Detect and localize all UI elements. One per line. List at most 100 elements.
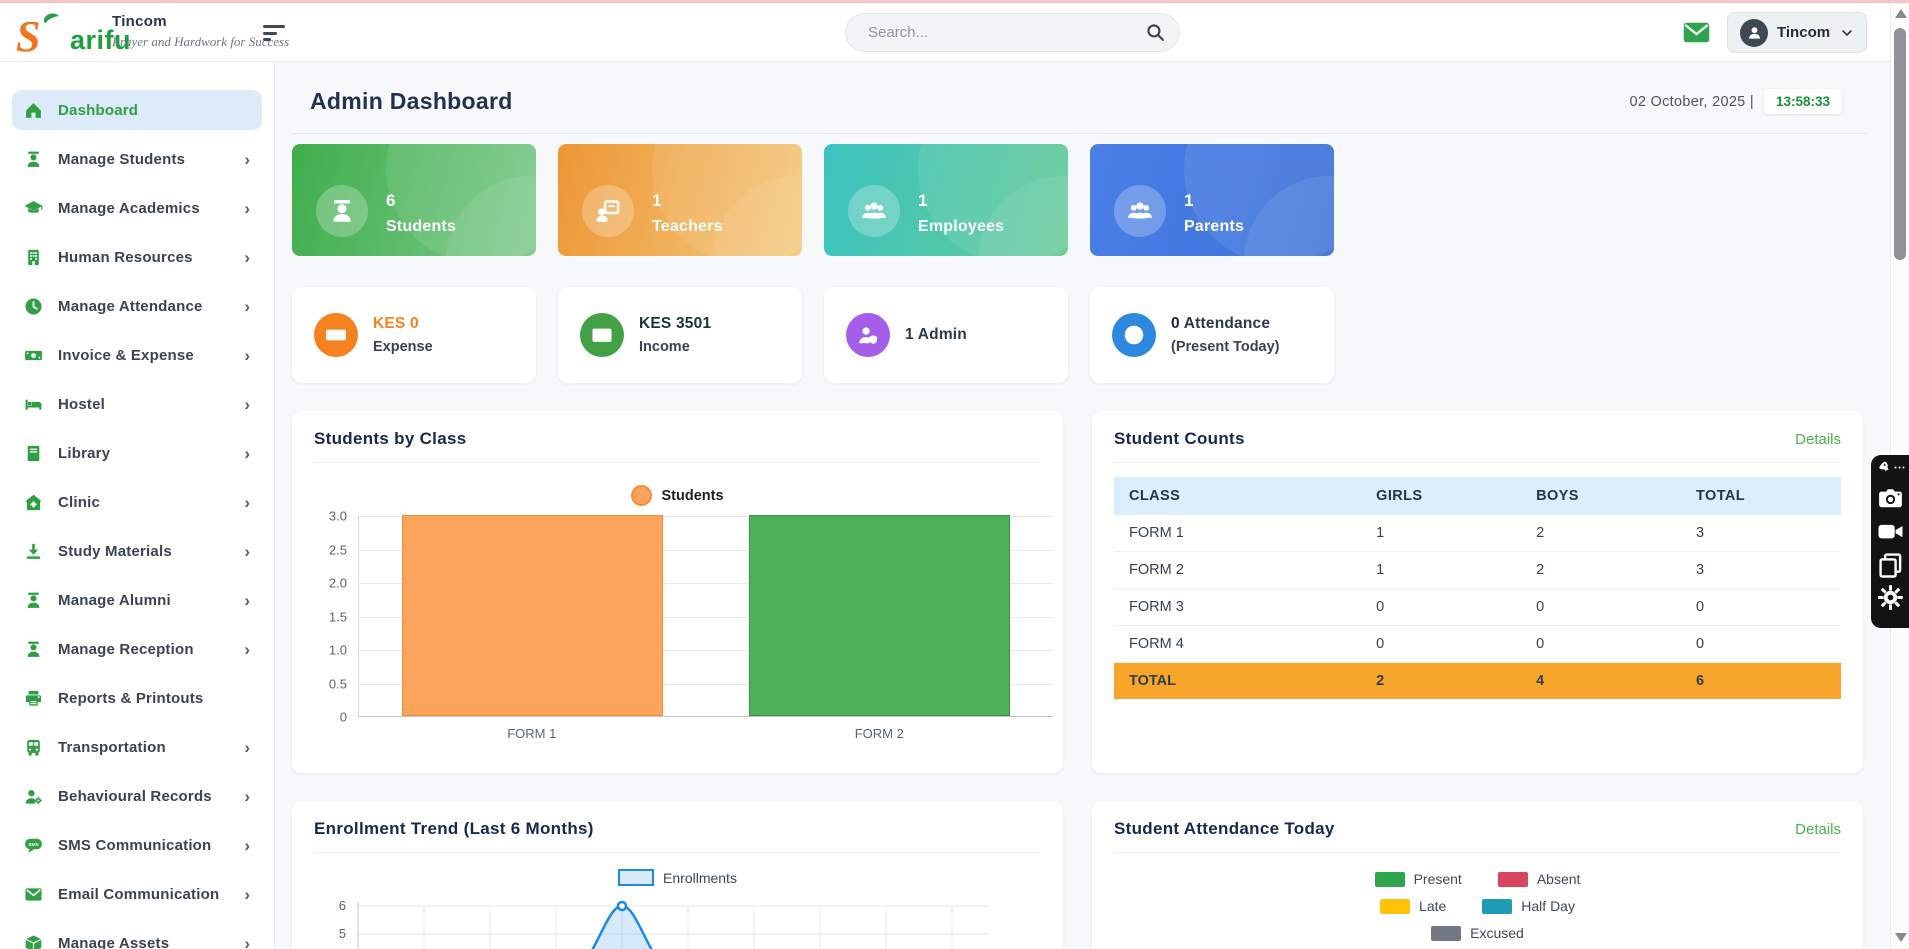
sidebar-item-label: Clinic bbox=[58, 493, 101, 511]
info-card-label: Income bbox=[639, 339, 690, 355]
sarifu-logo-icon: S bbox=[16, 12, 59, 59]
bar-chart-plot: 3.0 2.5 2.0 1.5 1.0 0.5 0 bbox=[329, 509, 1053, 725]
y-axis-tick-label: 1.0 bbox=[328, 642, 347, 658]
mail-icon[interactable] bbox=[1683, 22, 1710, 48]
chevron-right-icon: › bbox=[244, 345, 250, 365]
sidebar-item-behavioural-records[interactable]: Behavioural Records › bbox=[12, 776, 262, 816]
gear-icon[interactable] bbox=[1877, 584, 1904, 611]
envelope-icon bbox=[25, 887, 42, 901]
user-menu-button[interactable]: Tincom bbox=[1727, 12, 1867, 53]
stat-value: 1 bbox=[652, 190, 662, 210]
video-icon[interactable] bbox=[1877, 518, 1904, 545]
sidebar-item-library[interactable]: Library › bbox=[12, 433, 262, 473]
search-input[interactable] bbox=[868, 24, 1146, 41]
home-icon bbox=[26, 102, 41, 118]
people-icon bbox=[1128, 202, 1152, 219]
app-logo[interactable]: S arifu bbox=[14, 9, 131, 59]
attendance-legend-row: Excused bbox=[1092, 925, 1863, 941]
attendance-legend: Present Absent Late Half Day Excused bbox=[1092, 871, 1863, 941]
sidebar-item-human-resources[interactable]: Human Resources › bbox=[12, 237, 262, 277]
scrollbar-thumb[interactable] bbox=[1894, 28, 1906, 260]
chevron-right-icon: › bbox=[244, 247, 250, 267]
info-card-expense: KES 0 Expense bbox=[292, 287, 536, 383]
data-point-marker bbox=[616, 900, 628, 912]
sidebar-item-sms-communication[interactable]: SMS SMS Communication › bbox=[12, 825, 262, 865]
panel-title: Enrollment Trend (Last 6 Months) bbox=[314, 819, 594, 838]
logo-text: arifu bbox=[70, 24, 132, 55]
attendance-details-link[interactable]: Details bbox=[1795, 820, 1841, 838]
video-icon bbox=[1878, 524, 1902, 539]
sidebar-item-label: Manage Attendance bbox=[58, 297, 203, 315]
admin-shield-icon bbox=[859, 327, 878, 345]
stat-cards-row: 6 Students 1 Teachers 1 Employees 1 Parents bbox=[292, 144, 1866, 256]
sidebar-item-label: Invoice & Expense bbox=[58, 346, 194, 364]
chevron-right-icon: › bbox=[244, 835, 250, 855]
y-axis-tick-label: 2.5 bbox=[328, 542, 347, 557]
student-icon bbox=[27, 641, 40, 657]
scrollbar-up-arrow-icon[interactable] bbox=[1894, 9, 1907, 18]
chevron-right-icon: › bbox=[244, 149, 250, 169]
legend-label: Present bbox=[1413, 871, 1462, 887]
info-card-value: 1 Admin bbox=[905, 326, 967, 343]
legend-label: Students bbox=[661, 487, 724, 504]
chevron-right-icon: › bbox=[244, 590, 250, 610]
ellipsis-icon[interactable] bbox=[1893, 461, 1906, 474]
sidebar-item-clinic[interactable]: Clinic › bbox=[12, 482, 262, 522]
student-counts-table: CLASS GIRLS BOYS TOTAL FORM 1 1 2 3 FORM 2 1 2 3 FOR… bbox=[1114, 477, 1841, 699]
sidebar-nav: Dashboard Manage Students › Manage Academic… bbox=[0, 62, 275, 949]
sidebar-item-manage-academics[interactable]: Manage Academics › bbox=[12, 188, 262, 228]
user-name: Tincom bbox=[1777, 24, 1831, 41]
page-title: Admin Dashboard bbox=[310, 88, 513, 114]
sidebar-item-manage-assets[interactable]: Manage Assets › bbox=[12, 923, 262, 949]
student-icon bbox=[27, 151, 40, 167]
sidebar-item-label: Hostel bbox=[58, 395, 106, 413]
student-counts-panel: Student Counts Details CLASS GIRLS BOYS TOT… bbox=[1092, 411, 1863, 773]
info-card-label: (Present Today) bbox=[1171, 339, 1280, 355]
legend-item-excused: Excused bbox=[1431, 925, 1524, 941]
sidebar-item-label: Manage Alumni bbox=[58, 591, 171, 609]
sidebar-item-manage-reception[interactable]: Manage Reception › bbox=[12, 629, 262, 669]
column-header: GIRLS bbox=[1361, 477, 1522, 515]
sidebar-item-reports-printouts[interactable]: Reports & Printouts bbox=[12, 678, 262, 718]
legend-item-late: Late bbox=[1380, 898, 1446, 914]
scrollbar-down-arrow-icon[interactable] bbox=[1894, 933, 1907, 942]
sidebar-item-transportation[interactable]: Transportation › bbox=[12, 727, 262, 767]
datetime: 02 October, 2025 | 13:58:33 bbox=[1630, 89, 1842, 114]
y-axis-tick-label: 3.0 bbox=[328, 508, 347, 524]
info-card-value: KES 0 bbox=[373, 315, 419, 332]
svg-text:S: S bbox=[16, 12, 40, 59]
sms-icon: SMS bbox=[25, 838, 42, 853]
bar-form-1 bbox=[402, 515, 663, 716]
sidebar-item-dashboard[interactable]: Dashboard bbox=[12, 90, 262, 130]
building-icon bbox=[28, 249, 39, 265]
stat-card-students[interactable]: 6 Students bbox=[292, 144, 536, 256]
table-header-row: CLASS GIRLS BOYS TOTAL bbox=[1114, 477, 1841, 515]
sidebar-item-email-communication[interactable]: Email Communication › bbox=[12, 874, 262, 914]
search-icon[interactable] bbox=[1146, 23, 1165, 42]
sidebar-item-label: Dashboard bbox=[58, 101, 139, 119]
sidebar-item-manage-alumni[interactable]: Manage Alumni › bbox=[12, 580, 262, 620]
sidebar-item-manage-students[interactable]: Manage Students › bbox=[12, 139, 262, 179]
stat-card-employees[interactable]: 1 Employees bbox=[824, 144, 1068, 256]
school-block: Tincom Prayer and Hardwork for Success bbox=[112, 13, 289, 50]
gear-icon bbox=[1877, 585, 1903, 610]
chevron-right-icon: › bbox=[244, 737, 250, 757]
pages-icon[interactable] bbox=[1877, 551, 1904, 578]
chevron-right-icon: › bbox=[244, 884, 250, 904]
rocket-icon[interactable] bbox=[1875, 460, 1890, 475]
y-axis-tick-label: 2.0 bbox=[328, 575, 347, 591]
sidebar-item-hostel[interactable]: Hostel › bbox=[12, 384, 262, 424]
stat-card-parents[interactable]: 1 Parents bbox=[1090, 144, 1334, 256]
sidebar-item-manage-attendance[interactable]: Manage Attendance › bbox=[12, 286, 262, 326]
info-card-label: Expense bbox=[373, 339, 433, 355]
stat-card-teachers[interactable]: 1 Teachers bbox=[558, 144, 802, 256]
legend-swatch bbox=[1431, 925, 1462, 941]
camera-icon[interactable] bbox=[1877, 485, 1904, 512]
sidebar-item-study-materials[interactable]: Study Materials › bbox=[12, 531, 262, 571]
sidebar-item-invoice-expense[interactable]: Invoice & Expense › bbox=[12, 335, 262, 375]
chevron-right-icon: › bbox=[244, 394, 250, 414]
sidebar-toggle-hamburger-icon[interactable] bbox=[263, 25, 287, 45]
stat-icon-circle bbox=[582, 185, 634, 237]
student-counts-details-link[interactable]: Details bbox=[1795, 430, 1841, 448]
